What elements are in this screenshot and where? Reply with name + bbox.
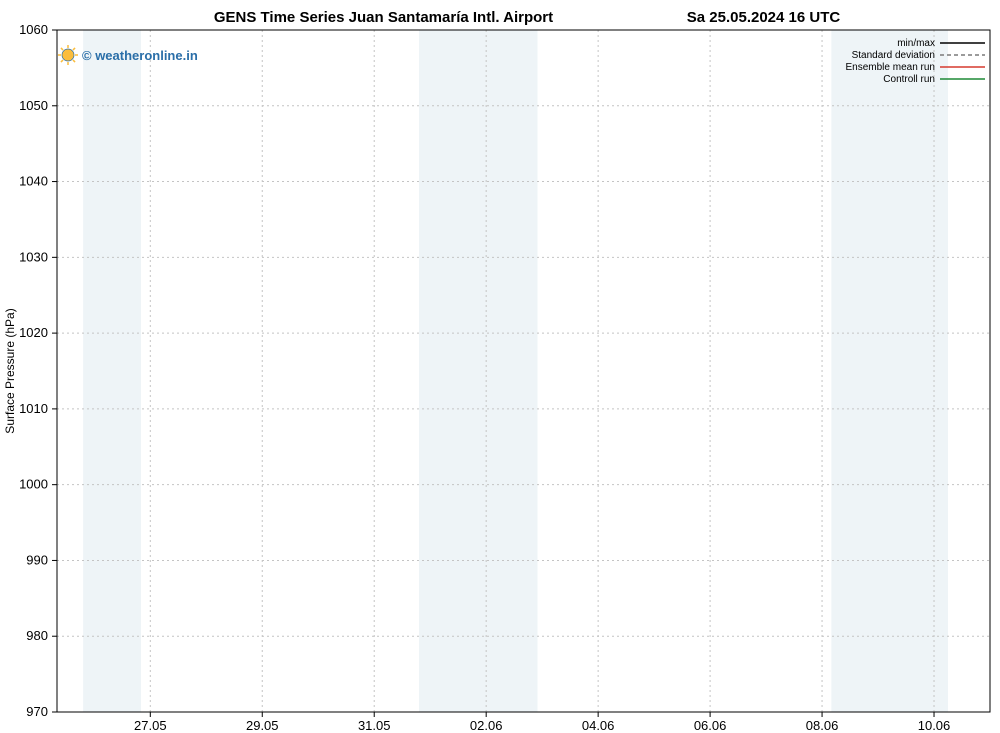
weekend-band xyxy=(83,30,141,712)
xtick-label: 31.05 xyxy=(358,718,391,733)
legend-label: Controll run xyxy=(883,74,935,85)
xtick-label: 04.06 xyxy=(582,718,615,733)
chart-title-left: GENS Time Series Juan Santamaría Intl. A… xyxy=(214,9,553,26)
legend-label: min/max xyxy=(897,38,935,49)
xtick-label: 10.06 xyxy=(918,718,951,733)
xtick-label: 02.06 xyxy=(470,718,503,733)
ytick-label: 1020 xyxy=(19,325,48,340)
ytick-label: 1040 xyxy=(19,174,48,189)
weekend-band xyxy=(831,30,948,712)
xtick-label: 08.06 xyxy=(806,718,839,733)
yaxis-label: Surface Pressure (hPa) xyxy=(3,308,17,433)
weekend-band xyxy=(419,30,537,712)
ytick-label: 1060 xyxy=(19,22,48,37)
chart-title-right: Sa 25.05.2024 16 UTC xyxy=(687,9,841,26)
xtick-label: 06.06 xyxy=(694,718,727,733)
surface-pressure-chart: 970 980 990 1000 1010 1020 1030 1040 1050 1060 27.… xyxy=(0,0,1000,733)
legend-label: Standard deviation xyxy=(852,50,935,61)
ytick-label: 1030 xyxy=(19,249,48,264)
ytick-label: 980 xyxy=(26,628,48,643)
ytick-label: 990 xyxy=(26,552,48,567)
ytick-label: 1050 xyxy=(19,98,48,113)
legend-label: Ensemble mean run xyxy=(846,62,936,73)
ytick-label: 970 xyxy=(26,704,48,719)
ytick-label: 1000 xyxy=(19,477,48,492)
watermark-text: © weatheronline.in xyxy=(82,48,198,63)
xtick-label: 29.05 xyxy=(246,718,279,733)
xtick-label: 27.05 xyxy=(134,718,167,733)
sun-icon xyxy=(62,49,74,61)
ytick-label: 1010 xyxy=(19,401,48,416)
